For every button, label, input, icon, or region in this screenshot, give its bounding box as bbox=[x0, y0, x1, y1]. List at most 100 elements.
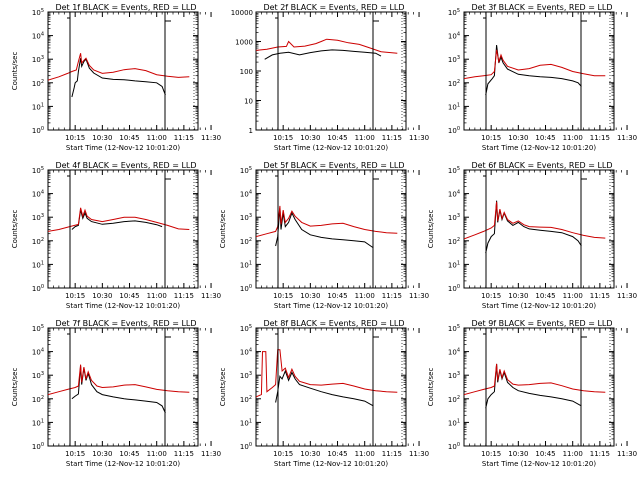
y-tick-label: 105 bbox=[448, 8, 460, 17]
y-tick-label: 103 bbox=[32, 213, 44, 222]
x-tick-label: 11:30 bbox=[617, 134, 637, 142]
y-tick-label: 10000 bbox=[231, 9, 253, 17]
x-tick-label: 11:15 bbox=[590, 134, 610, 142]
y-axis-label: Counts/sec bbox=[427, 210, 435, 249]
panel-det-7: Det 7f BLACK = Events, RED = LLD 100 101 10… bbox=[11, 319, 221, 468]
y-tick-label: 104 bbox=[448, 348, 460, 357]
x-tick-label: 10:15 bbox=[273, 134, 293, 142]
chart-title: Det 7f BLACK = Events, RED = LLD bbox=[55, 319, 196, 328]
y-tick-label: 102 bbox=[448, 395, 460, 404]
x-tick-label: 10:30 bbox=[508, 134, 528, 142]
y-tick-label: 102 bbox=[240, 395, 252, 404]
series-line-events bbox=[71, 365, 166, 414]
x-tick-label: 11:15 bbox=[590, 450, 610, 458]
series-line-events bbox=[485, 200, 582, 254]
chart-title: Det 2f BLACK = Events, RED = LLD bbox=[263, 3, 404, 12]
series-line-lld bbox=[256, 205, 398, 238]
y-tick-label: 104 bbox=[448, 32, 460, 41]
y-axis-label: Counts/sec bbox=[11, 368, 19, 407]
y-tick-label: 1 bbox=[249, 127, 253, 135]
x-tick-label: 11:00 bbox=[147, 450, 167, 458]
y-tick-label: 102 bbox=[32, 237, 44, 246]
interval-start-flag bbox=[275, 17, 279, 22]
x-tick-label: 11:15 bbox=[174, 292, 194, 300]
y-tick-label: 105 bbox=[448, 324, 460, 333]
y-tick-label: 100 bbox=[240, 284, 252, 293]
y-axis-label: Counts/sec bbox=[219, 368, 227, 407]
panel-det-9: Det 9f BLACK = Events, RED = LLD 100 101 10… bbox=[427, 319, 637, 468]
y-tick-label: 102 bbox=[240, 237, 252, 246]
y-tick-label: 100 bbox=[240, 442, 252, 451]
x-tick-label: 11:30 bbox=[409, 134, 429, 142]
chart-title: Det 9f BLACK = Events, RED = LLD bbox=[471, 319, 612, 328]
interval-end-flag bbox=[164, 332, 171, 338]
x-tick-label: 10:45 bbox=[327, 134, 347, 142]
x-tick-label: 10:15 bbox=[273, 292, 293, 300]
x-tick-label: 10:15 bbox=[65, 450, 85, 458]
series-line-lld bbox=[464, 49, 606, 80]
y-tick-label: 104 bbox=[240, 190, 252, 199]
x-tick-label: 10:30 bbox=[508, 292, 528, 300]
interval-start-flag bbox=[67, 175, 71, 180]
x-tick-label: 10:30 bbox=[508, 450, 528, 458]
y-tick-label: 101 bbox=[32, 418, 44, 427]
y-tick-label: 100 bbox=[448, 442, 460, 451]
panel-det-1: Det 1f BLACK = Events, RED = LLD 100 101 10… bbox=[11, 3, 221, 152]
panel-det-8: Det 8f BLACK = Events, RED = LLD 100 101 10… bbox=[219, 319, 429, 468]
y-tick-label: 103 bbox=[32, 371, 44, 380]
y-tick-label: 103 bbox=[448, 371, 460, 380]
interval-end-flag bbox=[372, 332, 379, 338]
series-line-events bbox=[71, 58, 166, 98]
x-tick-label: 11:30 bbox=[617, 292, 637, 300]
series-line-events bbox=[485, 363, 582, 409]
y-tick-label: 102 bbox=[32, 395, 44, 404]
series-line-lld bbox=[464, 363, 606, 396]
x-tick-label: 11:00 bbox=[563, 134, 583, 142]
x-axis-label: Start Time (12-Nov-12 10:01:20) bbox=[274, 460, 388, 468]
y-tick-label: 101 bbox=[32, 260, 44, 269]
y-tick-label: 105 bbox=[32, 8, 44, 17]
y-tick-label: 103 bbox=[448, 55, 460, 64]
y-tick-label: 101 bbox=[240, 260, 252, 269]
y-tick-label: 103 bbox=[448, 213, 460, 222]
y-tick-label: 102 bbox=[448, 79, 460, 88]
series-line-lld bbox=[48, 364, 190, 396]
plot-frame bbox=[463, 11, 615, 131]
y-axis-label: Counts/sec bbox=[219, 210, 227, 249]
interval-end-flag bbox=[372, 174, 379, 180]
panel-det-4: Det 4f BLACK = Events, RED = LLD 100 101 10… bbox=[11, 161, 221, 310]
x-axis-label: Start Time (12-Nov-12 10:01:20) bbox=[482, 302, 596, 310]
interval-start-flag bbox=[67, 333, 71, 338]
x-tick-label: 11:15 bbox=[174, 450, 194, 458]
chart-title: Det 6f BLACK = Events, RED = LLD bbox=[471, 161, 612, 170]
y-tick-label: 105 bbox=[448, 166, 460, 175]
series-line-lld bbox=[256, 349, 398, 398]
y-tick-label: 101 bbox=[32, 102, 44, 111]
plot-frame bbox=[47, 11, 199, 131]
y-tick-label: 104 bbox=[32, 348, 44, 357]
x-tick-label: 10:15 bbox=[273, 450, 293, 458]
x-tick-label: 11:00 bbox=[563, 292, 583, 300]
y-tick-label: 102 bbox=[32, 79, 44, 88]
x-tick-label: 10:45 bbox=[119, 292, 139, 300]
chart-title: Det 5f BLACK = Events, RED = LLD bbox=[263, 161, 404, 170]
y-tick-label: 104 bbox=[32, 190, 44, 199]
x-tick-label: 11:00 bbox=[355, 292, 375, 300]
x-tick-label: 11:15 bbox=[590, 292, 610, 300]
y-tick-label: 103 bbox=[240, 371, 252, 380]
y-tick-label: 100 bbox=[240, 68, 253, 76]
x-tick-label: 11:30 bbox=[201, 134, 221, 142]
x-tick-label: 10:30 bbox=[92, 450, 112, 458]
y-tick-label: 100 bbox=[32, 442, 44, 451]
x-axis-label: Start Time (12-Nov-12 10:01:20) bbox=[482, 460, 596, 468]
x-tick-label: 11:00 bbox=[355, 134, 375, 142]
y-tick-label: 100 bbox=[448, 284, 460, 293]
chart-title: Det 8f BLACK = Events, RED = LLD bbox=[263, 319, 404, 328]
y-tick-label: 10 bbox=[244, 98, 253, 106]
x-tick-label: 10:30 bbox=[300, 292, 320, 300]
y-tick-label: 101 bbox=[448, 102, 460, 111]
x-tick-label: 11:30 bbox=[201, 292, 221, 300]
y-tick-label: 102 bbox=[448, 237, 460, 246]
y-tick-label: 1000 bbox=[235, 39, 253, 47]
